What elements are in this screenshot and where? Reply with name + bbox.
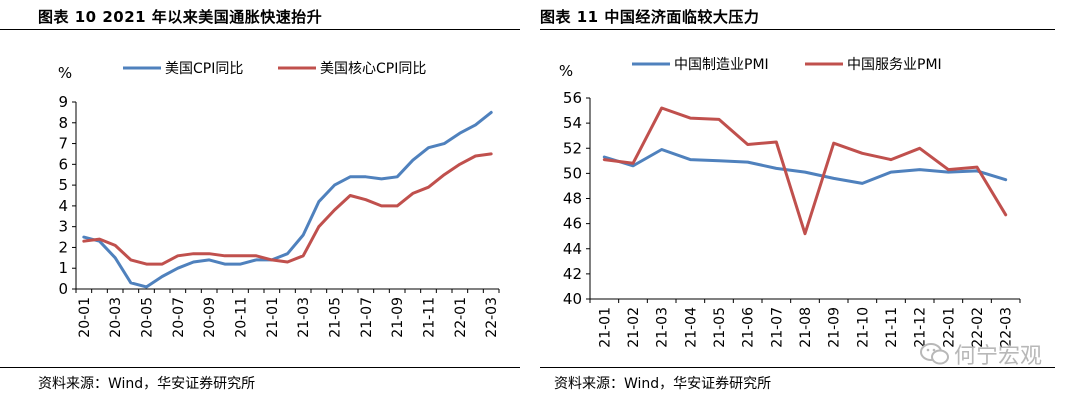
- series-line-2: [82, 152, 493, 266]
- chart-title-right: 图表 11 中国经济面临较大压力: [540, 8, 760, 26]
- title-rule-right: [540, 29, 1055, 30]
- wechat-icon: [919, 343, 949, 365]
- y-tick-label: 8: [58, 114, 68, 132]
- x-tick-label: 21-09: [390, 297, 406, 338]
- x-tick-label: 21-02: [626, 307, 642, 348]
- source-note-left: 资料来源：Wind，华安证券研究所: [38, 376, 256, 392]
- y-tick-label: 48: [563, 190, 582, 208]
- source-rule-left: [0, 367, 520, 368]
- y-tick-label: 7: [58, 135, 68, 153]
- x-tick-label: 22-01: [453, 297, 469, 338]
- y-tick-label: 42: [563, 265, 582, 283]
- y-tick-label: 4: [58, 197, 68, 215]
- china-pmi-chart: 40 42 44 46 48 50 52 54 56 21-01 21-02 21-03 21-04 21…: [559, 57, 1021, 348]
- x-tick-label: 22-03: [484, 297, 500, 338]
- chart-panel-right: 图表 11 中国经济面临较大压力 40 42 44 46 48 50 52 54 56 21-01…: [540, 0, 1080, 401]
- x-tick-label: 21-07: [769, 307, 785, 348]
- x-tick-label: 21-11: [884, 307, 900, 348]
- x-tick-label: 21-01: [265, 297, 281, 338]
- x-tick-label: 20-05: [140, 297, 156, 338]
- chart-panel-left: 图表 10 2021 年以来美国通胀快速抬升 0 1 2 3 4 5 6 7 8 9 20-01 20…: [0, 0, 520, 401]
- x-tick-label: 21-01: [597, 307, 613, 348]
- x-tick-label: 22-03: [999, 307, 1015, 348]
- x-tick-label: 21-05: [328, 297, 344, 338]
- title-rule-left: [0, 29, 520, 30]
- x-tick-label: 21-06: [741, 307, 757, 348]
- x-tick-label: 20-07: [171, 297, 187, 338]
- x-tick-label: 21-12: [913, 307, 929, 348]
- x-tick-label: 22-02: [970, 307, 986, 348]
- y-axis-unit: %: [58, 64, 72, 82]
- series-line-1: [602, 148, 1008, 185]
- x-tick-label: 22-01: [941, 307, 957, 348]
- legend-label-1: 美国CPI同比: [165, 61, 243, 77]
- x-tick-label: 21-08: [798, 307, 814, 348]
- y-tick-label: 44: [563, 240, 582, 258]
- y-tick-label: 40: [563, 290, 582, 308]
- watermark-text: 何宁宏观: [953, 344, 1042, 369]
- watermark: 何宁宏观: [919, 338, 1042, 370]
- legend-label-1: 中国制造业PMI: [674, 57, 769, 73]
- us-cpi-chart: 0 1 2 3 4 5 6 7 8 9 20-01 20-03 20-05 20-07 20-09 20-11…: [58, 61, 500, 338]
- y-tick-label: 52: [563, 139, 582, 157]
- x-tick-label: 21-10: [855, 307, 871, 348]
- y-tick-label: 9: [58, 93, 68, 111]
- y-tick-label: 50: [563, 164, 582, 182]
- y-tick-label: 1: [58, 259, 68, 277]
- x-tick-label: 20-03: [108, 297, 124, 338]
- y-tick-label: 2: [58, 238, 68, 256]
- source-rule-right: [540, 367, 1055, 368]
- y-tick-label: 56: [563, 89, 582, 107]
- y-tick-label: 54: [563, 114, 582, 132]
- legend-label-2: 美国核心CPI同比: [320, 61, 426, 77]
- x-tick-label: 20-11: [234, 297, 250, 338]
- x-tick-label: 20-09: [202, 297, 218, 338]
- chart-title-left: 图表 10 2021 年以来美国通胀快速抬升: [38, 8, 323, 26]
- series-line-1: [82, 110, 493, 289]
- series-line-2: [602, 106, 1008, 236]
- y-tick-label: 3: [58, 218, 68, 236]
- y-axis-unit: %: [559, 62, 573, 80]
- x-tick-label: 21-03: [655, 307, 671, 348]
- y-tick-label: 46: [563, 215, 582, 233]
- y-tick-label: 6: [58, 155, 68, 173]
- x-tick-label: 21-07: [359, 297, 375, 338]
- x-tick-label: 21-09: [827, 307, 843, 348]
- legend-label-2: 中国服务业PMI: [847, 57, 942, 73]
- source-note-right: 资料来源：Wind，华安证券研究所: [554, 376, 772, 392]
- y-tick-label: 5: [58, 176, 68, 194]
- x-tick-label: 21-05: [712, 307, 728, 348]
- x-tick-label: 21-03: [296, 297, 312, 338]
- x-tick-label: 21-11: [422, 297, 438, 338]
- x-tick-label: 21-04: [683, 307, 699, 348]
- y-tick-label: 0: [58, 280, 68, 298]
- x-tick-label: 20-01: [77, 297, 93, 338]
